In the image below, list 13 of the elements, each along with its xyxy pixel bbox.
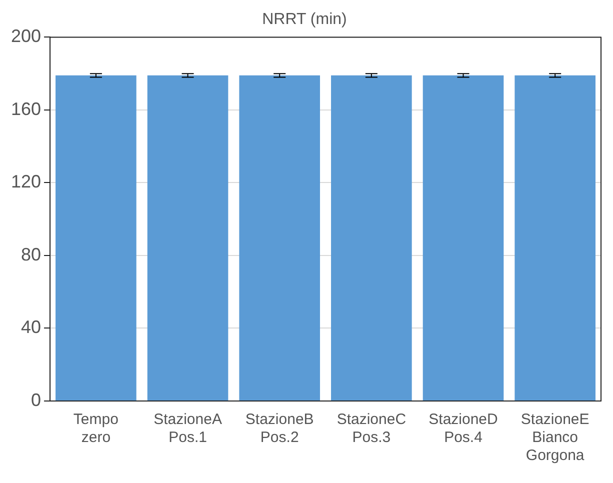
y-tick-label: 0	[31, 390, 42, 410]
x-tick-label: StazioneC Pos.3	[336, 411, 406, 446]
y-tick-label: 200	[10, 26, 42, 46]
y-tick-label: 80	[21, 244, 42, 264]
x-tick-label: StazioneA Pos.1	[154, 411, 222, 446]
x-tick-label: StazioneE Bianco Gorgona	[520, 411, 590, 464]
x-tick-label: StazioneB Pos.2	[245, 411, 314, 446]
x-tick-label: Tempo zero	[73, 411, 118, 446]
y-tick-label: 120	[10, 172, 42, 192]
chart-title: NRRT (min)	[262, 11, 347, 28]
y-tick-label: 40	[21, 317, 42, 338]
y-tick-label: 160	[10, 98, 42, 119]
x-tick-label: StazioneD Pos.4	[428, 411, 498, 446]
